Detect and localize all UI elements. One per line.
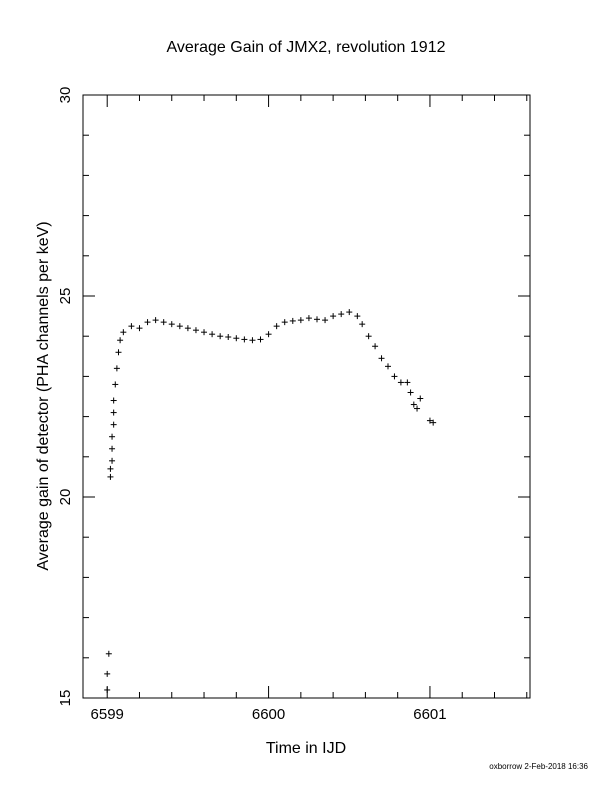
data-point	[209, 331, 216, 338]
data-point	[144, 319, 151, 326]
footer-credit: oxborrow 2-Feb-2018 16:36	[489, 762, 588, 771]
data-point	[297, 317, 304, 324]
data-point	[110, 409, 117, 416]
data-point	[128, 323, 135, 330]
x-tick-label: 6600	[252, 706, 285, 723]
data-point	[176, 323, 183, 330]
data-point	[410, 401, 417, 408]
data-point	[107, 465, 114, 472]
data-point	[372, 343, 379, 350]
data-point	[257, 336, 264, 343]
data-point	[407, 389, 414, 396]
data-point	[113, 365, 120, 372]
data-point	[338, 311, 345, 318]
data-point	[365, 333, 372, 340]
data-point	[105, 650, 112, 657]
data-point	[322, 317, 329, 324]
data-point	[404, 379, 411, 386]
y-tick-label: 15	[57, 690, 74, 707]
data-point	[192, 327, 199, 334]
axis-tick-labels: 6599 6600 6601 15 20 25 30	[57, 87, 447, 723]
data-point	[273, 323, 280, 330]
y-axis-label: Average gain of detector (PHA channels p…	[35, 221, 52, 570]
data-point	[117, 337, 124, 344]
y-tick-label: 20	[57, 489, 74, 506]
data-point	[136, 325, 143, 332]
data-point	[414, 405, 421, 412]
data-point	[225, 334, 232, 341]
y-tick-label: 30	[57, 87, 74, 104]
data-point	[120, 329, 127, 336]
data-point	[109, 433, 116, 440]
data-point	[354, 313, 361, 320]
data-point	[168, 321, 175, 328]
data-point	[397, 379, 404, 386]
data-point	[305, 315, 312, 322]
data-point	[217, 333, 224, 340]
data-point	[112, 381, 119, 388]
data-point	[115, 349, 122, 356]
y-tick-label: 25	[57, 288, 74, 305]
data-point	[110, 421, 117, 428]
data-point	[313, 316, 320, 323]
data-point	[201, 329, 208, 336]
data-point	[184, 325, 191, 332]
data-point	[233, 335, 240, 342]
data-point	[346, 309, 353, 316]
data-point	[430, 419, 437, 426]
data-point	[378, 355, 385, 362]
data-point	[109, 445, 116, 452]
plot-frame	[82, 94, 531, 699]
data-point	[417, 395, 424, 402]
data-point	[109, 457, 116, 464]
data-point	[107, 473, 114, 480]
x-tick-label: 6601	[413, 706, 446, 723]
data-point	[160, 319, 167, 326]
data-point	[330, 313, 337, 320]
chart-title: Average Gain of JMX2, revolution 1912	[167, 39, 446, 56]
data-point	[359, 321, 366, 328]
data-point	[426, 417, 433, 424]
data-point	[391, 373, 398, 380]
data-point	[249, 337, 256, 344]
data-points	[104, 309, 437, 693]
data-point	[265, 331, 272, 338]
data-point	[104, 670, 111, 677]
data-point	[289, 317, 296, 324]
data-point	[152, 317, 159, 324]
data-point	[110, 397, 117, 404]
data-point	[384, 363, 391, 370]
x-tick-label: 6599	[91, 706, 124, 723]
axis-ticks	[83, 94, 530, 699]
data-point	[104, 686, 111, 693]
x-axis-label: Time in IJD	[266, 740, 346, 757]
data-point	[281, 319, 288, 326]
data-point	[241, 336, 248, 343]
